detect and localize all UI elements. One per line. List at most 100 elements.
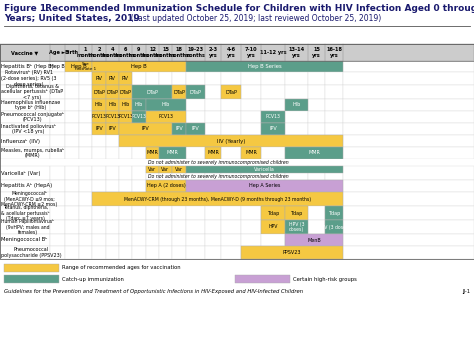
Bar bbox=[79, 206, 92, 220]
Bar bbox=[119, 166, 132, 180]
Text: MMR: MMR bbox=[207, 150, 219, 155]
Bar bbox=[119, 147, 132, 159]
Text: Birth: Birth bbox=[65, 50, 79, 55]
Text: MMR: MMR bbox=[166, 150, 178, 155]
Bar bbox=[132, 192, 146, 206]
Bar bbox=[65, 192, 79, 206]
Bar bbox=[285, 234, 343, 246]
Bar bbox=[119, 99, 132, 111]
Bar bbox=[106, 123, 119, 135]
Bar bbox=[4, 275, 59, 283]
Bar bbox=[172, 123, 186, 135]
Bar bbox=[308, 135, 325, 147]
Bar bbox=[343, 192, 474, 206]
Bar bbox=[50, 206, 65, 220]
Text: Hib: Hib bbox=[109, 103, 117, 107]
Bar bbox=[106, 72, 119, 85]
Bar bbox=[132, 111, 146, 123]
Text: Hep B: Hep B bbox=[50, 64, 65, 69]
Bar bbox=[261, 99, 285, 111]
Bar bbox=[159, 246, 172, 259]
Bar bbox=[79, 72, 92, 85]
Text: 15
months: 15 months bbox=[155, 47, 176, 58]
Text: 19-23
months: 19-23 months bbox=[185, 47, 206, 58]
Bar bbox=[0, 166, 50, 180]
Bar bbox=[92, 123, 106, 135]
Bar bbox=[132, 85, 146, 99]
Bar bbox=[50, 180, 65, 192]
Bar bbox=[285, 99, 308, 111]
Text: Meningococcalᵇ
(MenACWY-D ≥9 mos;
MenACWY-CRM ≥2 mos): Meningococcalᵇ (MenACWY-D ≥9 mos; MenACW… bbox=[1, 191, 57, 207]
Bar bbox=[325, 246, 343, 259]
Text: MMR: MMR bbox=[245, 150, 257, 155]
Bar bbox=[186, 180, 205, 192]
Text: HPV (3 doses): HPV (3 doses) bbox=[318, 224, 350, 229]
Bar bbox=[79, 61, 92, 72]
Bar bbox=[325, 99, 343, 111]
Bar bbox=[285, 111, 308, 123]
Bar bbox=[50, 111, 65, 123]
Bar bbox=[241, 85, 261, 99]
Bar bbox=[172, 147, 186, 159]
Text: 11-12 yrs: 11-12 yrs bbox=[260, 50, 286, 55]
Bar bbox=[186, 192, 205, 206]
Bar bbox=[92, 246, 106, 259]
Bar bbox=[343, 220, 474, 234]
Bar bbox=[285, 206, 308, 220]
Text: (Last updated October 25, 2019; last reviewed October 25, 2019): (Last updated October 25, 2019; last rev… bbox=[126, 14, 381, 23]
Bar bbox=[132, 147, 146, 159]
Bar bbox=[65, 72, 79, 85]
Text: Figure 1.: Figure 1. bbox=[4, 4, 49, 13]
Bar bbox=[132, 135, 146, 147]
Bar bbox=[308, 166, 325, 180]
Bar bbox=[106, 180, 119, 192]
Bar bbox=[172, 166, 186, 173]
Bar bbox=[159, 72, 172, 85]
Text: PCV13: PCV13 bbox=[265, 115, 281, 120]
Bar bbox=[285, 147, 308, 159]
Text: Measles, mumps, rubellaᵇ
(MMR): Measles, mumps, rubellaᵇ (MMR) bbox=[1, 148, 64, 158]
Bar bbox=[172, 234, 186, 246]
Bar bbox=[79, 85, 92, 99]
Bar bbox=[186, 234, 205, 246]
Bar bbox=[308, 246, 325, 259]
Bar bbox=[159, 166, 172, 173]
Bar bbox=[159, 61, 172, 72]
Bar bbox=[172, 61, 186, 72]
Bar bbox=[235, 275, 290, 283]
Bar bbox=[119, 206, 132, 220]
Bar bbox=[285, 123, 308, 135]
Bar bbox=[159, 234, 172, 246]
Bar bbox=[221, 192, 241, 206]
Bar bbox=[261, 85, 285, 99]
Bar bbox=[172, 246, 186, 259]
Bar bbox=[186, 61, 343, 72]
Text: JJ-1: JJ-1 bbox=[462, 289, 470, 294]
Text: Hib: Hib bbox=[95, 103, 103, 107]
Text: Pneumococcal
polysaccharide (PPSV23): Pneumococcal polysaccharide (PPSV23) bbox=[1, 247, 62, 258]
Bar bbox=[50, 147, 65, 159]
Bar bbox=[92, 72, 106, 85]
Text: MMR: MMR bbox=[146, 150, 158, 155]
Bar bbox=[146, 61, 159, 72]
Text: PCV13: PCV13 bbox=[91, 115, 107, 120]
Bar bbox=[308, 180, 325, 192]
Bar bbox=[325, 192, 343, 206]
Bar bbox=[0, 85, 50, 99]
Bar bbox=[186, 180, 343, 192]
Bar bbox=[261, 246, 285, 259]
Bar bbox=[92, 135, 106, 147]
Text: Tetanus, diphtheria,
& acellular pertussisᵇ
(Tdap: ≥7 years): Tetanus, diphtheria, & acellular pertuss… bbox=[1, 205, 50, 221]
Bar bbox=[106, 206, 119, 220]
Text: IPV: IPV bbox=[142, 126, 149, 131]
Bar bbox=[92, 180, 106, 192]
Bar bbox=[106, 85, 119, 99]
Bar bbox=[186, 123, 205, 135]
Bar bbox=[119, 72, 132, 85]
Bar bbox=[159, 135, 172, 147]
Bar bbox=[172, 85, 186, 99]
Bar bbox=[79, 166, 92, 180]
Bar bbox=[205, 72, 221, 85]
Bar bbox=[106, 166, 119, 180]
Bar bbox=[205, 123, 221, 135]
